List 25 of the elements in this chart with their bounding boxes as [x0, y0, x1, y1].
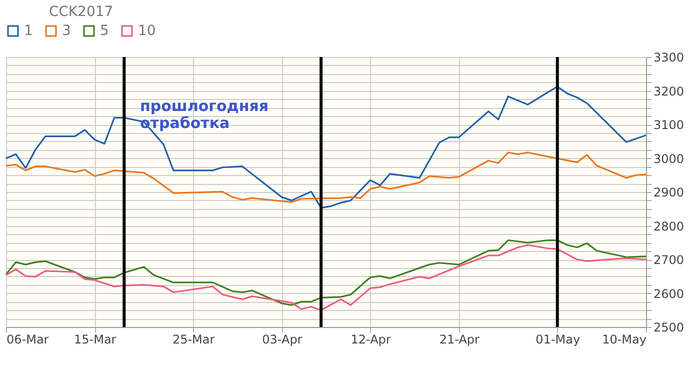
legend-label: 5 — [100, 23, 109, 39]
x-tick-label: 15-Mar — [74, 332, 116, 346]
y-tick-label: 3000 — [654, 152, 684, 166]
x-tick-label: 01-May — [536, 332, 580, 346]
x-tick-label: 03-Apr — [262, 332, 302, 346]
x-tick-label: 25-Mar — [172, 332, 215, 346]
x-tick-label: 12-Apr — [350, 332, 391, 346]
legend-title: CCK2017 — [48, 4, 114, 20]
line-series — [5, 152, 647, 203]
x-tick-label: 06-Mar — [6, 332, 49, 346]
y-tick-label: 2900 — [654, 186, 684, 200]
legend-label: 1 — [24, 23, 33, 39]
x-tick-label: 10-May — [602, 332, 646, 346]
x-tick-label: 21-Apr — [439, 332, 480, 346]
y-tick-label: 2800 — [654, 219, 684, 234]
annotation: прошлогодняя отработка — [140, 96, 269, 132]
y-tick-label: 2600 — [654, 286, 684, 301]
y-tick-label: 3200 — [654, 84, 684, 98]
y-tick-label: 2700 — [654, 253, 684, 267]
y-tick-label: 3300 — [654, 50, 684, 64]
line-series — [5, 86, 647, 209]
y-tick-label: 3100 — [654, 118, 684, 132]
legend-label: 3 — [62, 23, 71, 39]
y-tick-label: 2500 — [654, 320, 684, 334]
legend-label: 10 — [138, 23, 156, 39]
